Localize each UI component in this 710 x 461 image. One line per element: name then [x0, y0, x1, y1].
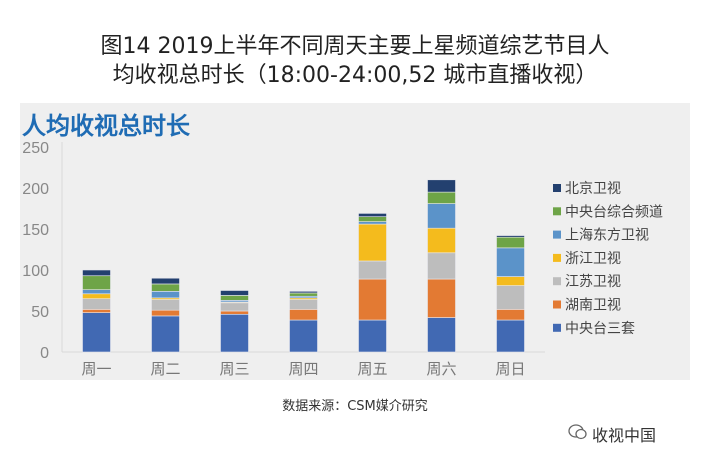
bar-segment [151, 291, 180, 299]
bar-segment [427, 191, 456, 204]
x-tick-label: 周五 [357, 360, 387, 378]
bar-segment [220, 302, 249, 312]
legend-swatch [553, 323, 561, 332]
bar-segment [358, 319, 387, 353]
bar-segment [289, 299, 318, 310]
bar-segment [82, 275, 111, 290]
x-tick-label: 周日 [495, 360, 525, 378]
bar-segment [151, 315, 180, 353]
bar-segment [427, 317, 456, 353]
legend-label: 湖南卫视 [565, 298, 621, 314]
bar-segment [289, 309, 318, 321]
x-tick-label: 周三 [219, 360, 249, 378]
bar-segment [427, 227, 456, 254]
y-tick-label: 250 [22, 140, 49, 157]
bar-segment [151, 283, 180, 292]
bar-segment [82, 269, 111, 277]
bar-segment [82, 289, 111, 295]
legend-label: 北京卫视 [565, 181, 621, 197]
bar-segment [496, 236, 525, 249]
bar-segment [358, 260, 387, 280]
bar-segment [151, 277, 180, 285]
bar-segment [496, 276, 525, 286]
bar-segment [289, 291, 318, 294]
legend-swatch [553, 230, 561, 239]
bar-segment [496, 285, 525, 310]
bar-segment [82, 312, 111, 353]
bar-segment [82, 298, 111, 310]
y-tick-label: 100 [22, 263, 49, 280]
title-line-1: 图14 2019上半年不同周天主要上星频道综艺节目人 [100, 34, 610, 59]
bar-segment [358, 221, 387, 225]
y-tick-label: 150 [22, 222, 49, 239]
bar-segment [220, 290, 249, 296]
legend-label: 浙江卫视 [565, 251, 621, 267]
bar-segment [427, 179, 456, 193]
legend-swatch [553, 300, 561, 309]
bar-segment [220, 313, 249, 353]
bar-segment [289, 319, 318, 353]
bar-segment [496, 235, 525, 238]
bar-segment [151, 309, 180, 317]
bar-segment [496, 319, 525, 353]
x-tick-label: 周四 [288, 360, 318, 378]
legend-swatch [553, 184, 561, 192]
bar-segment [82, 293, 111, 299]
chart-title: 人均收视总时长 [22, 112, 190, 140]
legend-swatch [553, 207, 561, 216]
bar-segment [496, 309, 525, 321]
bar-segment [358, 223, 387, 262]
legend-swatch [553, 277, 561, 286]
bar-segment [82, 309, 111, 313]
bar-segment [427, 252, 456, 280]
x-tick-label: 周二 [150, 360, 180, 378]
y-tick-label: 50 [31, 304, 49, 321]
chart-panel [20, 103, 690, 380]
figure-title: 图14 2019上半年不同周天主要上星频道综艺节目人 均收视总时长（18:00-… [0, 32, 710, 90]
bar-segment [358, 213, 387, 217]
legend-label: 中央台三套 [565, 321, 635, 337]
source-note: 数据来源：CSM媒介研究 [282, 399, 428, 414]
legend-label: 中央台综合频道 [565, 204, 663, 220]
bar-segment [220, 295, 249, 301]
y-tick-label: 200 [22, 181, 49, 198]
legend-label: 江苏卫视 [565, 274, 621, 290]
bar-segment [358, 216, 387, 222]
legend-swatch [553, 253, 561, 262]
y-tick-label: 0 [40, 345, 49, 362]
legend-label: 上海东方卫视 [565, 228, 649, 244]
bar-segment [220, 310, 249, 315]
bar-segment [358, 278, 387, 321]
bar-segment [427, 278, 456, 318]
watermark: 收视中国 [592, 426, 657, 445]
x-tick-label: 周六 [426, 360, 456, 378]
bar-segment [496, 247, 525, 277]
x-tick-label: 周一 [81, 360, 111, 378]
bar-segment [427, 203, 456, 229]
wechat-icon [568, 424, 587, 440]
bar-segment [151, 299, 180, 311]
bar-segment [289, 292, 318, 297]
title-line-2: 均收视总时长（18:00-24:00,52 城市直播收视） [112, 63, 598, 88]
